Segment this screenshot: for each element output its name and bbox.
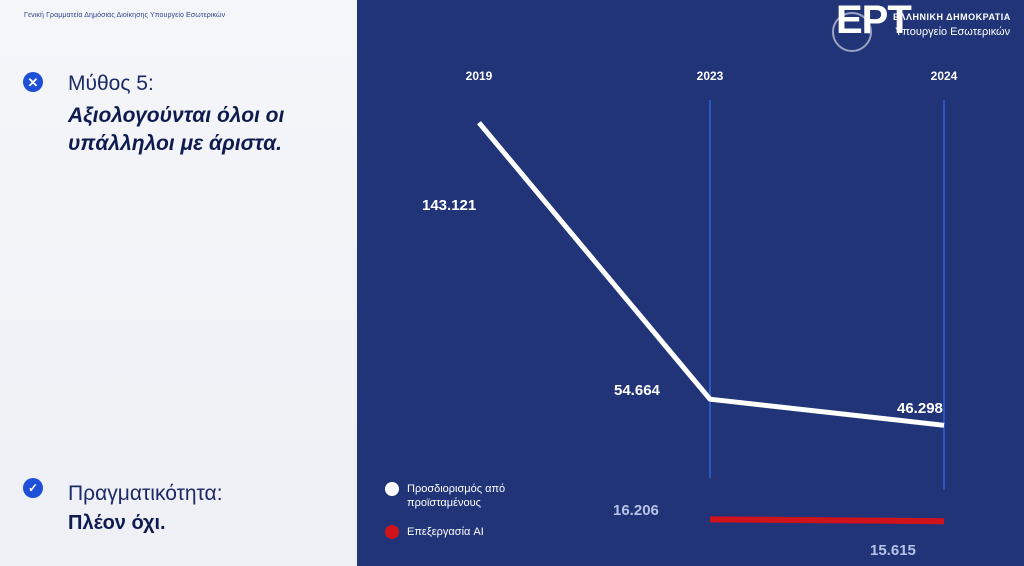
header-org-text: Γενική Γραμματεία Δημόσιας Διοίκησης Υπο… xyxy=(24,12,226,19)
series-line-supervisors xyxy=(477,121,945,428)
myth-label: Μύθος 5: xyxy=(68,72,154,95)
data-label: 54.664 xyxy=(614,382,661,399)
legend-marker-ai xyxy=(385,525,399,539)
line-chart: 2019 2023 2024 143.121 54.664 46.298 16.206 15.… xyxy=(422,69,958,559)
legend-marker-supervisors xyxy=(385,482,399,496)
myth-text: Αξιολογούνται όλοι οι υπάλληλοι με άριστ… xyxy=(68,104,285,155)
chart-panel: 2019 2023 2024 143.121 54.664 46.298 16.206 15.… xyxy=(357,0,1024,566)
legend-label-supervisors: Προσδιορισμός από προϊσταμένους xyxy=(407,483,506,509)
series-line-ai xyxy=(709,516,945,525)
data-label: 143.121 xyxy=(422,197,476,214)
ministry-line-1: ΕΛΛΗΝΙΚΗ ΔΗΜΟΚΡΑΤΙΑ xyxy=(893,12,1011,22)
data-label: 16.206 xyxy=(613,502,659,519)
x-tick-label: 2023 xyxy=(697,69,724,83)
x-tick-label: 2019 xyxy=(466,69,493,83)
reality-label: Πραγματικότητα: xyxy=(68,482,223,505)
greek-emblem-icon xyxy=(832,12,872,52)
x-tick-label: 2024 xyxy=(931,69,958,83)
legend-item-ai: Επεξεργασία AI xyxy=(385,525,484,539)
ministry-line-2: Υπουργείο Εσωτερικών xyxy=(895,26,1011,38)
myth-panel: Γενική Γραμματεία Δημόσιας Διοίκησης Υπο… xyxy=(0,0,357,566)
data-label: 46.298 xyxy=(897,400,943,417)
close-icon: ✕ xyxy=(23,72,43,92)
legend-item-supervisors: Προσδιορισμός από προϊσταμένους xyxy=(385,482,547,510)
legend-label-ai: Επεξεργασία AI xyxy=(407,526,484,538)
data-label: 15.615 xyxy=(870,542,916,559)
ert-logo: ΕΡΤ xyxy=(836,0,912,42)
check-icon: ✓ xyxy=(23,478,43,498)
reality-text: Πλέον όχι. xyxy=(68,512,166,534)
